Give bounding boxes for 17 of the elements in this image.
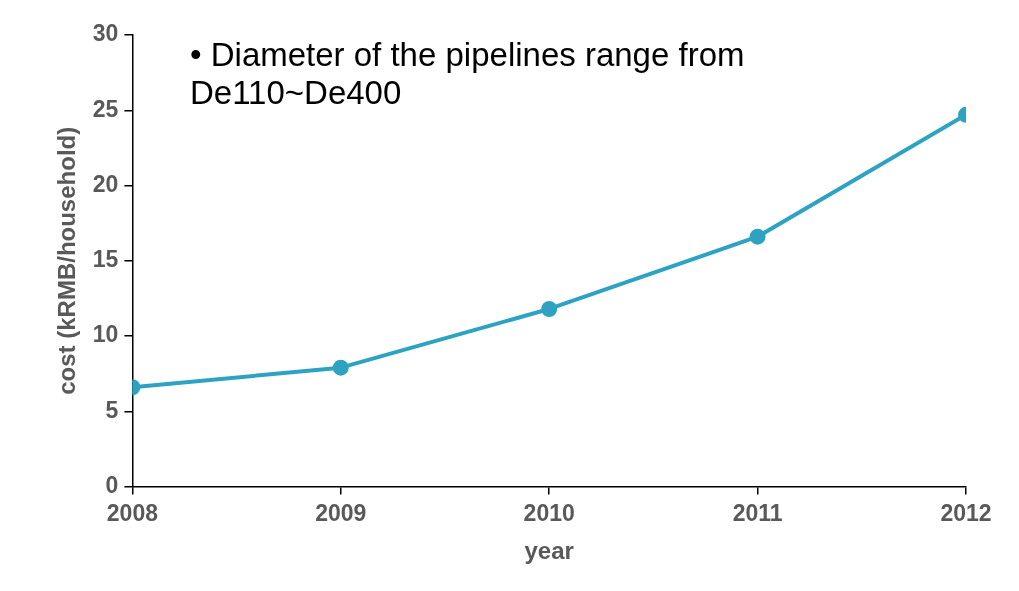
x-tick-label: 2011 (732, 499, 783, 526)
y-axis-title: cost (kRMB/household) (53, 126, 81, 395)
x-tick-label: 2008 (106, 499, 159, 526)
x-axis-title: year (524, 537, 574, 565)
y-tick-label: 10 (92, 321, 119, 348)
point (749, 228, 766, 245)
y-tick-label: 0 (105, 471, 119, 498)
y-tick-label: 15 (92, 246, 119, 273)
y-tick-label: 5 (105, 396, 119, 423)
x-tick-label: 2012 (940, 499, 992, 526)
x-tick-label: 2009 (315, 499, 367, 526)
point (541, 300, 558, 317)
y-tick-label: 25 (92, 95, 119, 122)
y-tick-label: 30 (92, 20, 119, 47)
y-tick-label: 20 (92, 170, 119, 197)
x-tick-label: 2010 (523, 499, 575, 526)
annotation: • Diameter of the pipelines range from De110~De400 (190, 36, 746, 112)
